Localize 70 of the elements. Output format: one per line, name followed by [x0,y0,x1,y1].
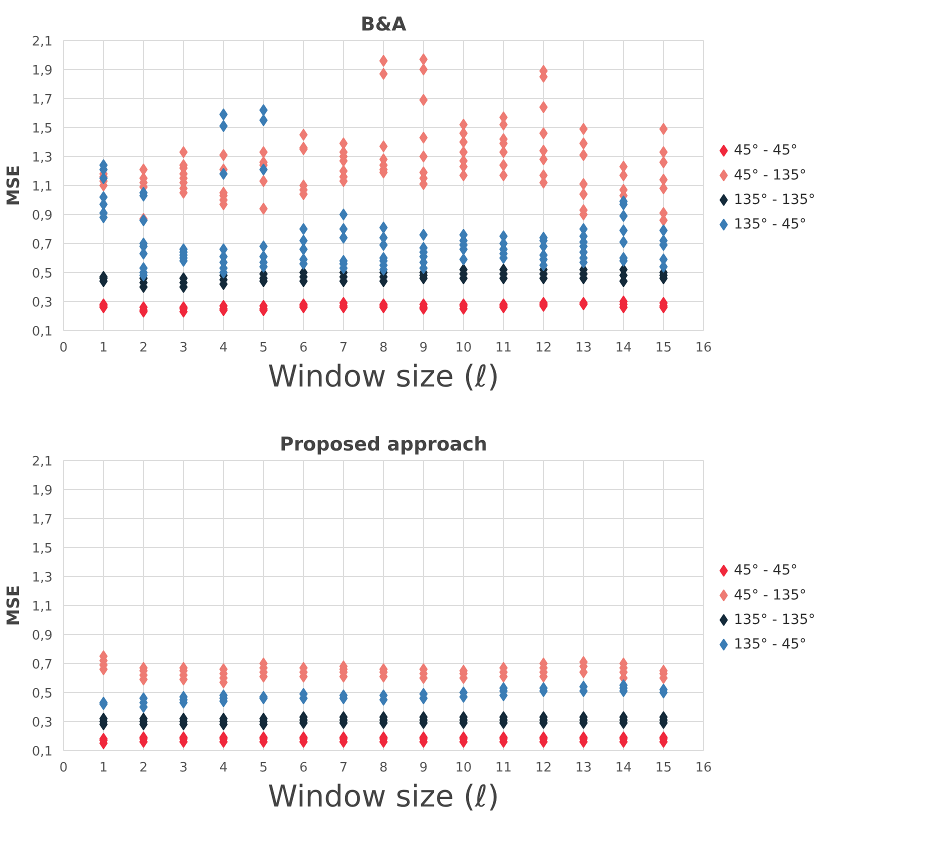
y-tick-label: 1,9 [32,484,53,498]
x-tick-label: 11 [495,760,512,776]
x-tick-label: 9 [419,340,428,356]
y-tick-label: 0,9 [32,208,53,224]
x-tick-label: 12 [535,760,552,776]
legend-label: 135° - 45° [734,636,806,653]
legend-label: 135° - 135° [734,612,816,628]
x-tick-label: 0 [59,340,68,356]
x-axis-title: Window size (ℓ) [268,360,500,394]
x-tick-label: 4 [219,340,228,356]
y-tick-label: 0,1 [32,744,53,760]
y-tick-label: 2,1 [32,454,53,470]
x-tick-label: 16 [695,340,712,356]
x-tick-label: 6 [299,340,308,356]
x-tick-label: 8 [379,340,388,356]
x-tick-label: 1 [99,340,108,356]
y-axis-title: MSE [4,165,24,206]
y-tick-label: 1,3 [32,570,53,586]
y-tick-label: 0,5 [32,686,53,702]
x-tick-label: 8 [379,760,388,776]
chart-title: Proposed approach [280,434,488,456]
y-tick-label: 1,1 [32,180,53,194]
x-tick-label: 5 [259,760,268,776]
x-tick-label: 2 [139,760,148,776]
y-tick-label: 1,5 [32,542,53,556]
x-tick-label: 15 [655,760,672,776]
y-tick-label: 1,9 [32,64,53,78]
x-tick-label: 14 [615,340,632,356]
x-axis-title: Window size (ℓ) [268,780,500,814]
y-tick-label: 0,1 [32,324,53,340]
legend-label: 135° - 45° [734,216,806,233]
x-tick-label: 12 [535,340,552,356]
x-tick-label: 3 [179,340,188,356]
y-tick-label: 1,7 [32,92,53,108]
y-tick-label: 1,7 [32,512,53,528]
x-tick-label: 13 [575,340,592,356]
y-tick-label: 0,3 [32,716,53,730]
legend-label: 45° - 45° [734,142,798,159]
y-tick-label: 2,1 [32,34,53,50]
x-tick-label: 13 [575,760,592,776]
x-tick-label: 14 [615,760,632,776]
y-tick-label: 0,7 [32,658,53,672]
legend-label: 45° - 45° [734,562,798,579]
y-tick-label: 1,3 [32,150,53,166]
legend-label: 45° - 135° [734,167,806,184]
legend-label: 135° - 135° [734,192,816,208]
legend-label: 45° - 135° [734,587,806,604]
x-tick-label: 1 [99,760,108,776]
y-tick-label: 0,3 [32,296,53,310]
x-tick-label: 9 [419,760,428,776]
x-tick-label: 4 [219,760,228,776]
y-tick-label: 0,5 [32,266,53,282]
y-tick-label: 0,9 [32,628,53,644]
x-tick-label: 16 [695,760,712,776]
chart-title: B&A [360,14,407,36]
y-tick-label: 1,1 [32,600,53,614]
y-axis-title: MSE [4,585,24,626]
x-tick-label: 0 [59,760,68,776]
x-tick-label: 6 [299,760,308,776]
x-tick-label: 7 [339,760,348,776]
x-tick-label: 3 [179,760,188,776]
x-tick-label: 15 [655,340,672,356]
y-tick-label: 0,7 [32,238,53,252]
x-tick-label: 11 [495,340,512,356]
x-tick-label: 2 [139,340,148,356]
x-tick-label: 5 [259,340,268,356]
y-tick-label: 1,5 [32,122,53,136]
x-tick-label: 10 [455,340,472,356]
x-tick-label: 10 [455,760,472,776]
x-tick-label: 7 [339,340,348,356]
